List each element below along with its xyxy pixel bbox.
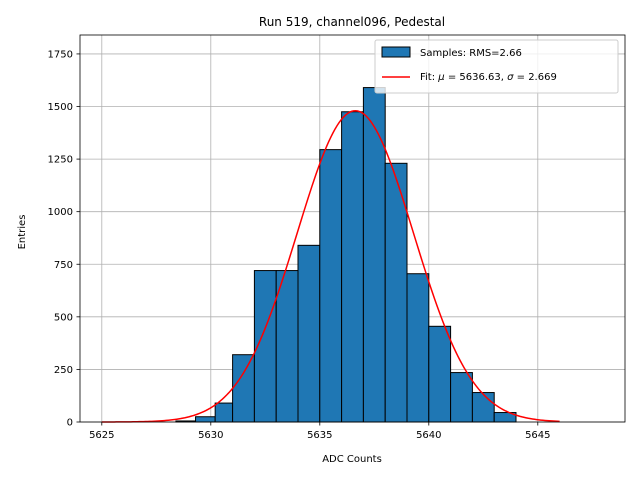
legend-fit-label-part3: = 2.669 [513,72,556,83]
y-tick-label: 1000 [48,207,73,218]
histogram-bar [362,87,386,423]
histogram-bar [450,372,473,423]
histogram-bar [214,402,234,423]
legend-samples-swatch [381,46,411,58]
legend-fit-mu-symbol: μ [437,72,444,83]
histogram-bar [232,354,255,423]
legend-fit-label: Fit: μ = 5636.63, σ = 2.669 [420,72,557,83]
axes-frame [79,34,626,423]
histogram-bar [195,416,216,423]
y-tick-label: 500 [54,312,73,323]
tick-labels: 5625 5630 5635 5640 5645 0 250 500 750 1000 1250 15… [48,49,551,441]
x-tick-label: 5645 [525,430,550,441]
histogram-bar [406,273,430,423]
y-tick-label: 1250 [48,155,73,166]
histogram-bar [341,111,364,423]
fit-curve-layer [101,109,560,423]
legend-samples-label: Samples: RMS=2.66 [420,48,522,59]
x-tick-label: 5625 [89,430,114,441]
y-tick-label: 1750 [48,49,73,60]
y-tick-label: 250 [54,365,73,376]
x-axis-label: ADC Counts [322,454,382,465]
legend-fit-label-part1: Fit: [420,72,438,83]
y-tick-label: 0 [67,418,73,429]
y-tick-label: 1500 [48,102,73,113]
plot-frame [79,34,626,423]
y-axis-label: Entries [17,215,28,250]
histogram-bar [428,325,452,423]
histogram-bar [297,244,321,423]
legend-box [374,39,619,94]
legend-fit-sigma-symbol: σ [507,72,514,83]
legend: Samples: RMS=2.66 Fit: μ = 5636.63, σ = … [374,39,619,94]
x-tick-label: 5635 [307,430,332,441]
histogram-bars [175,87,517,423]
histogram-bar [275,270,299,423]
chart-title: Run 519, channel096, Pedestal [259,15,445,29]
x-tick-label: 5640 [416,430,441,441]
fit-curve [101,109,560,423]
histogram-bar [471,392,495,423]
y-tick-label: 750 [54,260,73,271]
histogram-bar [319,149,343,423]
legend-fit-label-part2: = 5636.63, [445,72,507,83]
x-tick-label: 5630 [198,430,223,441]
